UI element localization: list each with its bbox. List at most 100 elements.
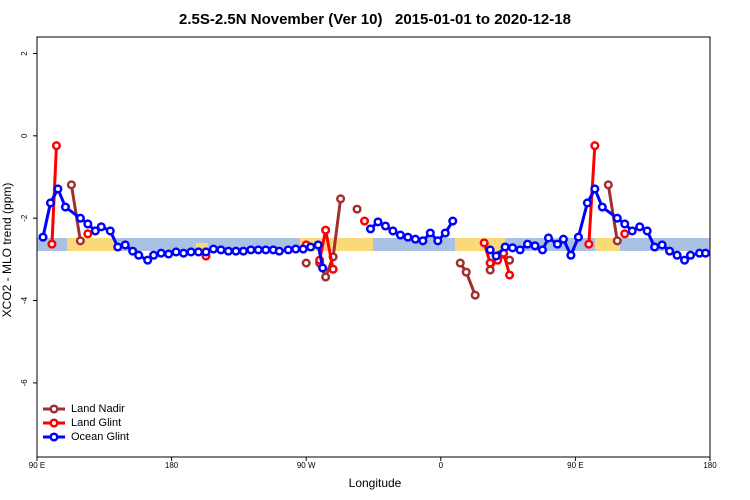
data-point (686, 250, 696, 260)
data-point (193, 247, 204, 257)
data-point (253, 245, 263, 255)
y-tick-label: -2 (20, 214, 29, 222)
data-point (373, 217, 383, 227)
data-point (584, 239, 594, 249)
x-axis-label: Longitude (349, 476, 402, 490)
data-point (433, 236, 443, 246)
surface-strip (37, 238, 710, 251)
data-point (590, 141, 600, 151)
data-point (530, 241, 540, 251)
data-point (505, 255, 515, 265)
data-point (440, 228, 450, 238)
legend-marker (49, 418, 59, 428)
data-point (455, 258, 465, 268)
data-point (627, 226, 637, 236)
data-point (642, 226, 652, 236)
data-point (543, 233, 554, 243)
data-point (291, 244, 301, 254)
data-point (171, 247, 181, 257)
data-point (75, 236, 85, 246)
data-point (479, 238, 489, 248)
data-point (359, 216, 370, 226)
data-point (83, 219, 93, 229)
data-point (485, 265, 495, 275)
data-point (590, 184, 600, 194)
data-point (321, 225, 331, 235)
data-point (558, 234, 568, 244)
x-tick-label: 180 (703, 461, 717, 470)
data-point (75, 213, 85, 223)
data-point (321, 272, 331, 282)
x-tick-label: 90 E (29, 461, 45, 470)
y-axis-label: XCO2 - MLO trend (ppm) (0, 183, 14, 318)
data-point (418, 236, 428, 246)
data-point (336, 194, 346, 204)
data-point (470, 290, 480, 300)
data-point (485, 258, 495, 268)
data-point (665, 246, 675, 256)
data-point (410, 234, 420, 244)
data-point (612, 213, 622, 223)
x-tick-label: 0 (439, 461, 444, 470)
y-tick-label: -6 (20, 379, 29, 387)
data-point (134, 250, 144, 260)
data-point (612, 236, 622, 246)
data-point (208, 244, 219, 254)
data-point (680, 255, 690, 265)
data-point (301, 258, 311, 268)
data-point (403, 232, 413, 242)
data-point (128, 246, 138, 256)
data-point (597, 202, 607, 212)
data-point (700, 248, 711, 258)
data-point (650, 242, 660, 252)
data-point (120, 240, 130, 250)
data-point (635, 222, 645, 232)
data-point (246, 245, 256, 255)
land-band (67, 238, 115, 251)
data-point (318, 263, 328, 273)
land-band (196, 243, 208, 249)
data-point (485, 245, 495, 255)
data-point (66, 180, 76, 190)
data-point (274, 246, 284, 256)
x-tick-label: 90 E (567, 461, 583, 470)
y-tick-label: 0 (20, 133, 29, 138)
data-point (90, 226, 100, 236)
x-tick-label: 180 (165, 461, 179, 470)
data-point (657, 240, 667, 250)
data-point (306, 242, 316, 252)
y-tick-label: -4 (20, 296, 29, 304)
data-point (53, 184, 63, 194)
data-point (388, 226, 398, 236)
data-point (164, 249, 174, 259)
plot-frame (36, 36, 711, 458)
data-point (298, 244, 308, 254)
data-point (45, 198, 56, 208)
data-point (38, 232, 48, 242)
data-point (603, 180, 613, 190)
data-point (620, 229, 630, 239)
y-tick-label: 2 (20, 51, 29, 56)
data-point (156, 248, 166, 258)
data-point (261, 245, 271, 255)
data-point (105, 226, 115, 236)
data-point (522, 239, 533, 249)
data-point (352, 204, 362, 214)
legend-marker (49, 432, 59, 442)
data-point (231, 246, 241, 256)
data-point (425, 228, 435, 238)
data-point (238, 246, 248, 256)
data-point (448, 216, 458, 226)
x-tick-label: 90 W (297, 461, 316, 470)
data-point (47, 239, 57, 249)
data-point (83, 229, 93, 239)
data-point (143, 255, 153, 265)
data-point (573, 232, 583, 242)
data-point (461, 267, 471, 277)
legend-label: Ocean Glint (71, 431, 129, 443)
data-point (537, 245, 548, 255)
data-point (60, 202, 70, 212)
legend-marker (49, 404, 59, 414)
data-point (508, 243, 518, 253)
